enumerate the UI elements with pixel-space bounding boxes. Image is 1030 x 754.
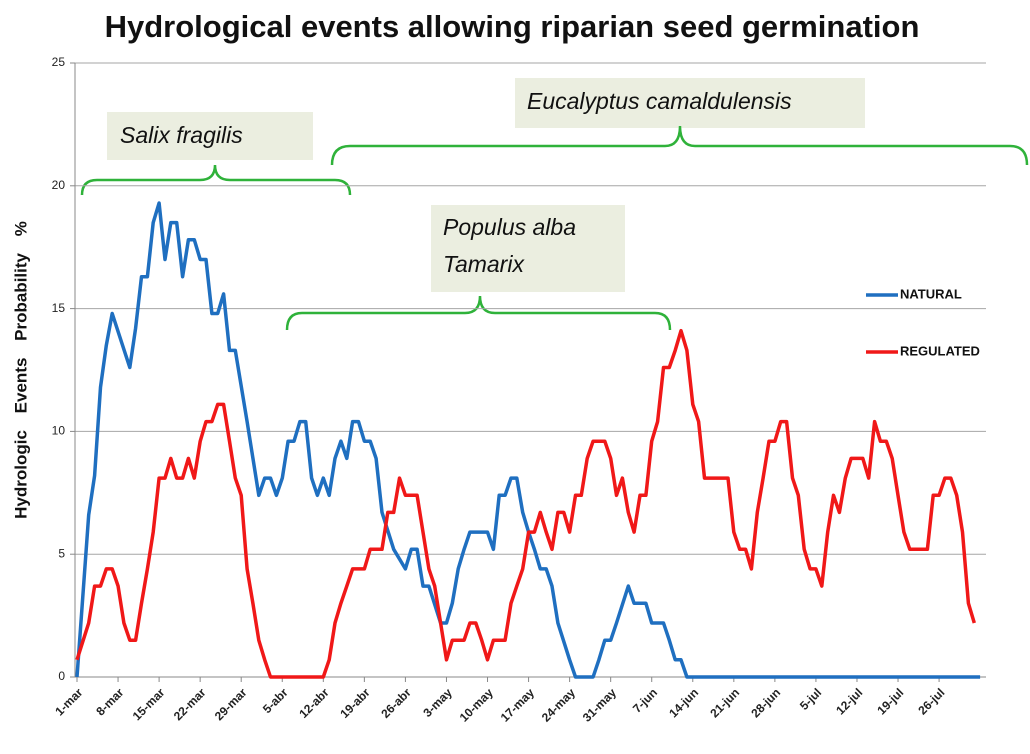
brace bbox=[330, 125, 1029, 166]
x-tick-label: 21-jun bbox=[707, 685, 742, 720]
x-tick-label: 7-jun bbox=[630, 685, 660, 715]
legend-label: REGULATED bbox=[900, 343, 980, 358]
x-tick-label: 8-mar bbox=[93, 685, 126, 718]
x-tick-label: 19-jul bbox=[874, 685, 906, 717]
y-axis-label: Hydrologic Events Probability % bbox=[11, 221, 30, 519]
x-tick-label: 1-mar bbox=[52, 685, 85, 718]
annotation: Tamarix bbox=[443, 251, 525, 277]
brace bbox=[285, 295, 672, 331]
x-tick-label: 14-jun bbox=[666, 685, 701, 720]
annotation-box bbox=[107, 112, 313, 160]
x-tick-label: 5-jul bbox=[797, 685, 824, 712]
x-tick-label: 26-abr bbox=[378, 685, 414, 721]
x-tick-label: 5-abr bbox=[260, 685, 291, 716]
x-tick-label: 22-mar bbox=[171, 685, 209, 723]
x-tick-label: 12-abr bbox=[296, 685, 332, 721]
annotation-box bbox=[431, 205, 625, 292]
chart-title: Hydrological events allowing riparian se… bbox=[105, 9, 920, 44]
series-line bbox=[75, 201, 981, 679]
x-tick-label: 26-jul bbox=[915, 685, 947, 717]
x-tick-label: 31-may bbox=[580, 685, 619, 724]
y-tick-label: 5 bbox=[58, 546, 65, 560]
x-tick-label: 28-jun bbox=[748, 685, 783, 720]
y-tick-label: 15 bbox=[52, 301, 66, 315]
x-tick-label: 29-mar bbox=[212, 685, 250, 723]
series-line bbox=[75, 328, 976, 679]
x-tick-label: 24-may bbox=[539, 685, 578, 724]
annotation: Eucalyptus camaldulensis bbox=[527, 88, 792, 114]
y-tick-label: 0 bbox=[58, 669, 65, 683]
legend-label: NATURAL bbox=[900, 286, 962, 301]
x-tick-label: 12-jul bbox=[833, 685, 865, 717]
x-tick-label: 3-may bbox=[420, 685, 455, 720]
annotation: Salix fragilis bbox=[120, 122, 243, 148]
x-tick-label: 10-may bbox=[457, 685, 496, 724]
annotation-box bbox=[515, 78, 865, 128]
x-tick-label: 17-may bbox=[498, 685, 537, 724]
x-tick-label: 19-abr bbox=[337, 685, 373, 721]
y-tick-label: 10 bbox=[52, 424, 66, 438]
x-tick-label: 15-mar bbox=[130, 685, 168, 723]
annotation: Populus alba bbox=[443, 214, 576, 240]
y-tick-label: 25 bbox=[52, 55, 66, 69]
y-tick-label: 20 bbox=[52, 178, 66, 192]
brace bbox=[80, 164, 352, 196]
